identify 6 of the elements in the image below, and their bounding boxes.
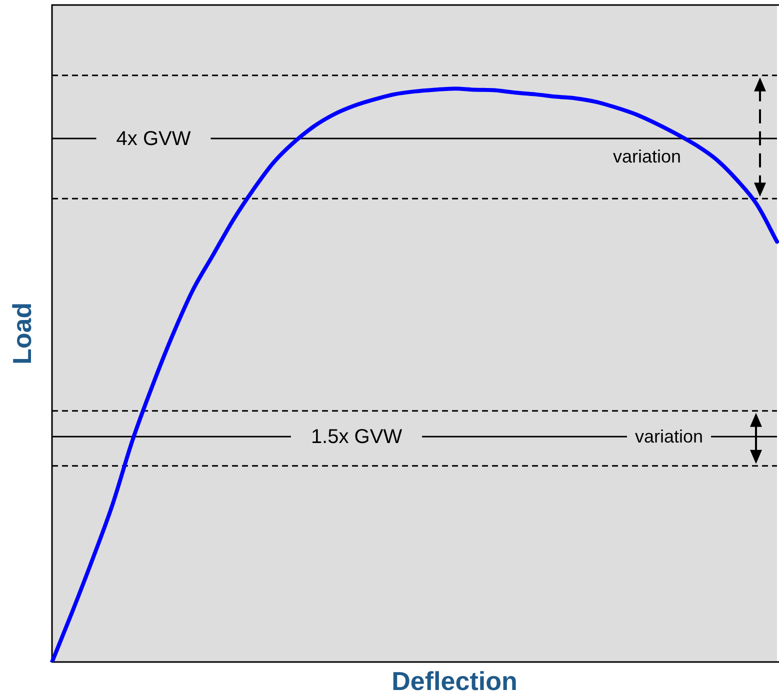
x-axis-title: Deflection: [392, 666, 518, 696]
annotation: variation: [612, 146, 682, 166]
ref-line-label: 1.5x GVW: [310, 426, 402, 448]
y-axis-title: Load: [7, 302, 38, 365]
annotation: variation: [634, 426, 704, 447]
ref-line-label: 4x GVW: [116, 128, 191, 150]
